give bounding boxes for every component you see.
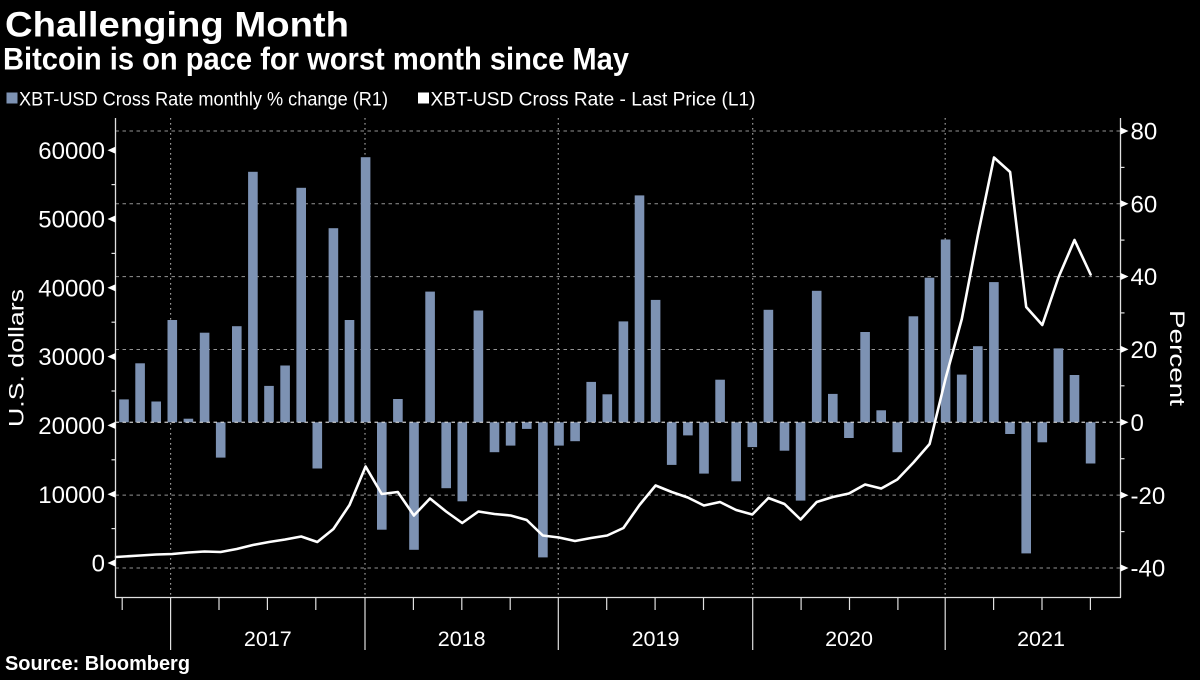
svg-text:20: 20 bbox=[1131, 337, 1158, 364]
svg-text:30000: 30000 bbox=[38, 344, 105, 371]
svg-text:50000: 50000 bbox=[38, 207, 105, 234]
svg-text:2018: 2018 bbox=[438, 627, 486, 651]
svg-text:20000: 20000 bbox=[38, 413, 105, 440]
svg-text:Source: Bloomberg: Source: Bloomberg bbox=[5, 652, 190, 675]
svg-text:2021: 2021 bbox=[1017, 627, 1065, 651]
svg-text:40000: 40000 bbox=[38, 275, 105, 302]
svg-text:0: 0 bbox=[92, 551, 105, 578]
svg-text:U.S. dollars: U.S. dollars bbox=[6, 289, 29, 427]
svg-text:80: 80 bbox=[1131, 119, 1158, 146]
svg-text:Percent: Percent bbox=[1165, 310, 1188, 406]
svg-text:0: 0 bbox=[1131, 410, 1144, 437]
svg-text:2017: 2017 bbox=[244, 627, 292, 651]
svg-text:-20: -20 bbox=[1131, 483, 1166, 510]
svg-text:XBT-USD Cross Rate monthly % c: XBT-USD Cross Rate monthly % change (R1) bbox=[19, 90, 388, 111]
svg-text:60000: 60000 bbox=[38, 138, 105, 165]
svg-text:60: 60 bbox=[1131, 191, 1158, 218]
svg-text:40: 40 bbox=[1131, 264, 1158, 291]
svg-text:2019: 2019 bbox=[632, 627, 680, 651]
svg-text:Challenging Month: Challenging Month bbox=[5, 6, 349, 45]
svg-text:10000: 10000 bbox=[38, 482, 105, 509]
svg-text:XBT-USD Cross Rate - Last Pric: XBT-USD Cross Rate - Last Price (L1) bbox=[431, 90, 756, 111]
svg-text:Bitcoin is on pace for worst m: Bitcoin is on pace for worst month since… bbox=[3, 41, 629, 77]
svg-text:-40: -40 bbox=[1131, 556, 1166, 583]
svg-text:2020: 2020 bbox=[825, 627, 873, 651]
